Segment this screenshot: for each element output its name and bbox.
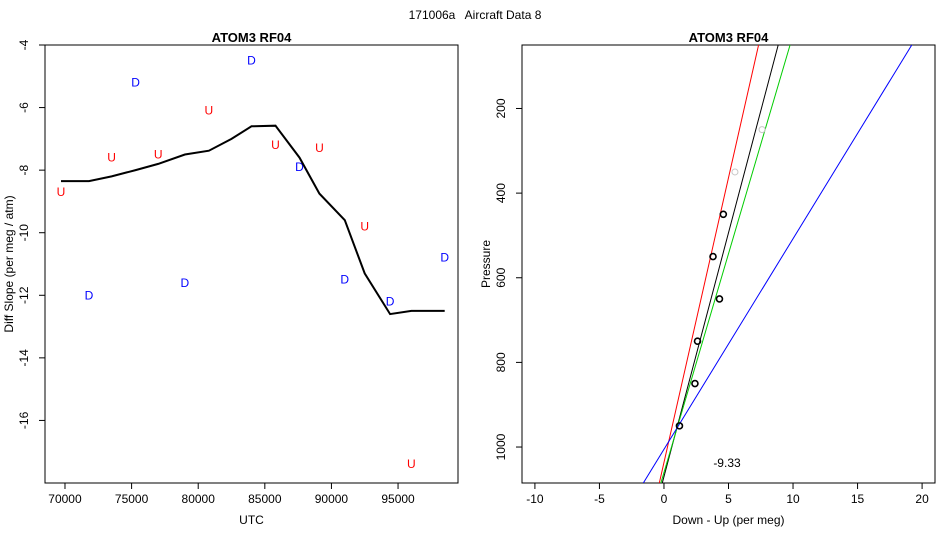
down-marker: D xyxy=(181,276,190,290)
slope-annotation: -9.33 xyxy=(713,456,741,470)
x-tick-label: -5 xyxy=(594,492,605,506)
fit-line xyxy=(642,45,913,483)
y-axis-label: Pressure xyxy=(479,240,493,288)
down-marker: D xyxy=(247,54,256,68)
down-marker: D xyxy=(131,76,140,90)
x-tick-label: 10 xyxy=(786,492,800,506)
data-point xyxy=(719,210,728,219)
up-marker: U xyxy=(205,104,214,118)
x-tick-label: 70000 xyxy=(48,492,82,506)
data-point xyxy=(691,379,699,388)
x-tick-label: 85000 xyxy=(248,492,282,506)
up-marker: U xyxy=(360,219,369,233)
down-marker: D xyxy=(386,295,395,309)
y-tick-label: -14 xyxy=(17,349,31,367)
x-tick-label: 90000 xyxy=(315,492,349,506)
down-marker: D xyxy=(440,251,449,265)
up-marker: U xyxy=(154,148,163,162)
slope-line xyxy=(61,124,445,316)
up-marker: U xyxy=(315,141,324,155)
x-tick-label: 20 xyxy=(915,492,929,506)
x-tick-label: 5 xyxy=(725,492,732,506)
data-point xyxy=(758,126,766,134)
y-tick-label: -4 xyxy=(17,39,31,50)
down-marker: D xyxy=(295,160,304,174)
y-tick-label: 800 xyxy=(494,352,508,372)
x-tick-label: 80000 xyxy=(182,492,216,506)
y-tick-label: 200 xyxy=(494,98,508,118)
data-point xyxy=(709,252,717,261)
y-tick-label: -8 xyxy=(17,164,31,175)
up-marker: U xyxy=(57,185,66,199)
down-marker: D xyxy=(340,273,349,287)
up-marker: U xyxy=(271,138,280,152)
y-tick-label: -16 xyxy=(17,411,31,429)
chart-title: ATOM3 RF04 xyxy=(212,30,292,45)
down-marker: D xyxy=(85,288,94,302)
chart-title: ATOM3 RF04 xyxy=(689,30,769,45)
y-tick-label: 400 xyxy=(494,183,508,203)
x-axis-label: Down - Up (per meg) xyxy=(672,513,784,527)
y-axis-label: Diff Slope (per meg / atm) xyxy=(2,195,16,332)
plot-frame xyxy=(521,44,936,484)
data-point xyxy=(731,168,739,176)
data-point xyxy=(715,295,724,303)
x-tick-label: 75000 xyxy=(115,492,149,506)
page-title: 171006a Aircraft Data 8 xyxy=(408,8,542,22)
x-tick-label: -10 xyxy=(526,492,544,506)
y-tick-label: -12 xyxy=(17,286,31,304)
data-point xyxy=(675,422,684,430)
x-axis-label: UTC xyxy=(239,513,264,527)
x-tick-label: 0 xyxy=(661,492,668,506)
plot-area xyxy=(642,45,913,483)
chart-panel-0: ATOM3 RF04 70000 75000 80000 85000 90000 95000… xyxy=(2,30,459,527)
fit-line xyxy=(660,45,791,483)
y-tick-label: 600 xyxy=(494,267,508,287)
y-tick-label: 1000 xyxy=(494,433,508,460)
fit-line xyxy=(661,45,779,483)
y-tick-label: -10 xyxy=(17,224,31,242)
y-tick-label: -6 xyxy=(17,102,31,113)
x-tick-label: 15 xyxy=(851,492,865,506)
up-marker: U xyxy=(407,457,416,471)
x-tick-label: 95000 xyxy=(381,492,415,506)
plot-frame xyxy=(44,44,459,484)
up-marker: U xyxy=(107,151,116,165)
data-point xyxy=(693,337,702,346)
chart-panel-1: ATOM3 RF04 -10 -5 0 5 10 15 20 200 400 600 800 1000 D… xyxy=(479,30,936,527)
fit-line xyxy=(658,45,760,483)
